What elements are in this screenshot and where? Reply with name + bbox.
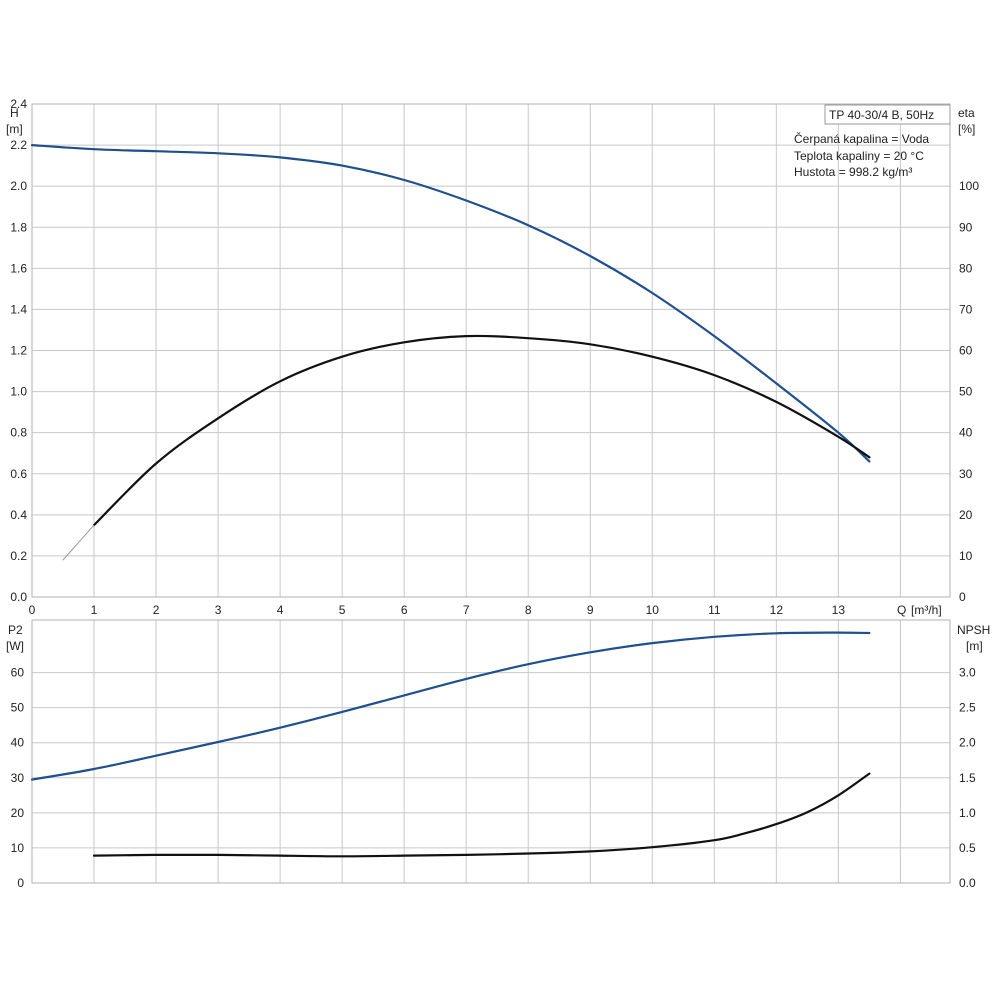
h-tick-label: 1.0 (10, 385, 27, 399)
x-tick-label: 11 (708, 603, 721, 617)
h-tick-label: 1.8 (10, 220, 27, 234)
eta-tick-label: 40 (959, 426, 973, 440)
p2-tick-label: 50 (11, 701, 25, 715)
p2-axis-unit: [W] (6, 639, 24, 653)
x-tick-label: 7 (463, 603, 470, 617)
x-tick-label: 8 (525, 603, 532, 617)
h-tick-label: 2.4 (10, 97, 27, 111)
x-tick-label: 4 (277, 603, 284, 617)
npsh-tick-label: 0.0 (959, 876, 976, 890)
npsh-tick-label: 1.5 (959, 771, 976, 785)
pump-title: TP 40-30/4 B, 50Hz (829, 108, 934, 122)
upper-panel-grid (32, 103, 950, 597)
npsh-axis-unit: [m] (966, 639, 983, 653)
h-tick-label: 0.8 (10, 426, 27, 440)
h-tick-label: 1.6 (10, 261, 27, 275)
npsh-tick-label: 2.5 (959, 701, 976, 715)
q-axis-name: Q (897, 603, 906, 617)
lower-panel-curves (30, 631, 871, 858)
h-tick-label: 2.2 (10, 138, 27, 152)
x-tick-label: 13 (832, 603, 846, 617)
h-tick-label: 1.4 (10, 302, 27, 316)
npsh-tick-label: 1.0 (959, 806, 976, 820)
h-tick-label: 1.2 (10, 344, 27, 358)
p2-tick-label: 20 (11, 806, 25, 820)
h-tick-label: 2.0 (10, 179, 27, 193)
lower-panel-grid (32, 620, 950, 883)
temperature-annotation: Teplota kapaliny = 20 °C (794, 149, 924, 163)
p2-tick-label: 60 (11, 666, 25, 680)
x-tick-label: 5 (339, 603, 346, 617)
x-tick-label: 6 (401, 603, 408, 617)
p2-tick-label: 10 (11, 841, 25, 855)
eta-axis-name: eta (958, 106, 975, 120)
h-tick-label: 0.0 (10, 590, 27, 604)
h-tick-label: 0.4 (10, 508, 27, 522)
eta-tick-label: 90 (959, 220, 973, 234)
npsh-tick-label: 2.0 (959, 736, 976, 750)
p2-tick-label: 40 (11, 736, 25, 750)
eta-tick-label: 30 (959, 467, 973, 481)
h-axis-unit: [m] (6, 122, 23, 136)
pump-title-box (824, 104, 951, 125)
head-curve (30, 144, 871, 463)
upper-panel-frame (31, 103, 951, 598)
x-tick-label: 1 (91, 603, 98, 617)
x-tick-label: 9 (587, 603, 594, 617)
x-tick-label: 10 (646, 603, 660, 617)
eta-axis-unit: [%] (958, 122, 975, 136)
npsh-tick-label: 0.5 (959, 841, 976, 855)
eta-tick-label: 20 (959, 508, 973, 522)
p2-axis-name: P2 (8, 623, 23, 637)
x-tick-label: 12 (770, 603, 784, 617)
eta-tick-label: 100 (959, 179, 979, 193)
efficiency-curve (92, 334, 871, 527)
power-p2-curve (30, 631, 871, 781)
p2-tick-label: 0 (17, 876, 24, 890)
npsh-curve (92, 772, 871, 858)
h-tick-label: 0.6 (10, 467, 27, 481)
q-axis-unit: [m³/h] (911, 603, 942, 617)
lower-panel-frame (31, 619, 951, 884)
npsh-tick-label: 3.0 (959, 666, 976, 680)
p2-tick-label: 30 (11, 771, 25, 785)
fluid-annotation: Čerpaná kapalina = Voda (794, 131, 929, 146)
efficiency-extension-line (62, 524, 95, 561)
npsh-axis-name: NPSH (957, 623, 990, 637)
tick-labels: 0 1 2 3 4 5 6 7 8 9 10 11 12 130.00.20.40.60.81.01.21… (10, 97, 979, 890)
eta-tick-label: 70 (959, 302, 973, 316)
h-axis-name: H (10, 106, 19, 120)
h-tick-label: 0.2 (10, 549, 27, 563)
density-annotation: Hustota = 998.2 kg/m³ (794, 165, 912, 179)
eta-tick-label: 50 (959, 385, 973, 399)
x-tick-label: 2 (153, 603, 160, 617)
eta-tick-label: 0 (959, 590, 966, 604)
eta-tick-label: 10 (959, 549, 973, 563)
eta-tick-label: 60 (959, 344, 973, 358)
eta-tick-label: 80 (959, 261, 973, 275)
x-tick-label: 3 (215, 603, 222, 617)
upper-panel-curves (30, 144, 871, 561)
x-tick-label: 0 (29, 603, 36, 617)
